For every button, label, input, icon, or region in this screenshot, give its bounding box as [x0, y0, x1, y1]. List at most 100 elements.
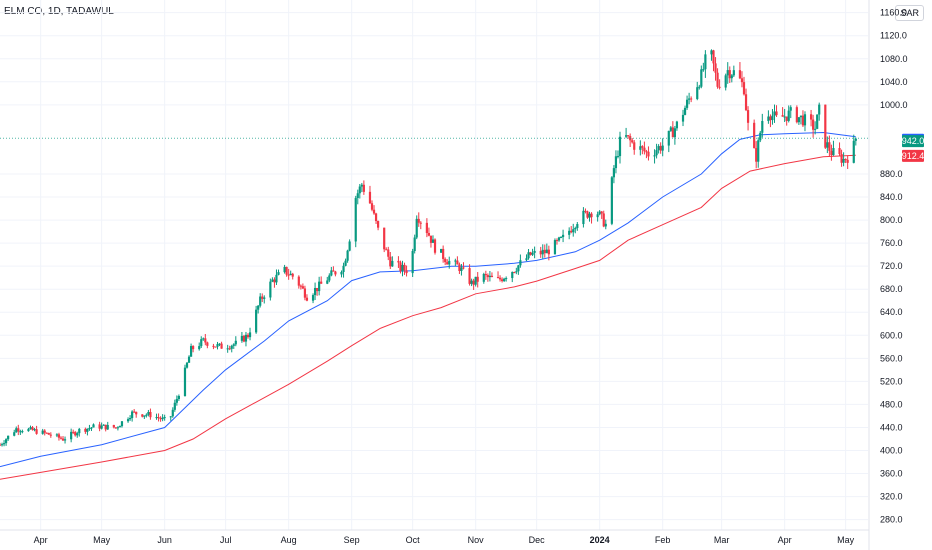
candle-body — [586, 211, 589, 218]
candle-body — [446, 262, 449, 265]
candle-body — [374, 213, 378, 222]
candle-body — [285, 266, 288, 275]
y-tick-label: 280.0 — [880, 515, 903, 525]
candle-body — [133, 411, 136, 413]
candle-body — [795, 107, 798, 123]
candle-body — [391, 260, 394, 267]
candle-body — [799, 115, 803, 118]
candle-body — [261, 296, 264, 299]
candle-body — [783, 116, 786, 118]
candle-body — [411, 251, 414, 274]
candle-body — [61, 438, 65, 441]
candle-body — [275, 274, 278, 283]
candle-body — [444, 258, 447, 263]
candle-body — [683, 107, 687, 115]
candle-body — [673, 128, 676, 138]
candle-body — [163, 417, 166, 419]
candle-body — [661, 145, 664, 151]
candle-body — [633, 142, 636, 150]
candle-body — [84, 428, 87, 432]
candle-body — [610, 177, 613, 224]
candle-body — [488, 275, 492, 278]
candle-body — [228, 348, 231, 350]
candle-body — [326, 280, 329, 284]
candle-body — [72, 431, 75, 433]
candle-body — [63, 439, 67, 441]
candle-body — [732, 70, 735, 76]
y-tick-label: 640.0 — [880, 307, 903, 317]
y-tick-label: 560.0 — [880, 353, 903, 363]
candle-body — [425, 222, 428, 234]
candle-body — [78, 428, 81, 434]
candle-body — [714, 63, 717, 73]
currency-badge[interactable]: SAR — [895, 5, 924, 21]
candle-body — [527, 252, 530, 259]
candle-body — [35, 429, 38, 434]
candle-body — [13, 432, 16, 436]
x-tick-label: Apr — [778, 535, 792, 545]
candle-body — [70, 431, 73, 440]
candle-body — [311, 295, 315, 301]
candle-body — [220, 343, 223, 349]
candle-body — [204, 338, 207, 343]
candle-body — [657, 146, 660, 151]
candle-body — [141, 414, 144, 417]
candle-body — [246, 334, 250, 338]
candle-body — [555, 240, 559, 242]
candle-body — [383, 227, 386, 250]
candle-body — [202, 338, 205, 340]
x-tick-label: Apr — [34, 535, 48, 545]
candle-body — [171, 409, 174, 417]
symbol-title: ELM CO, 1D, TADAWUL — [4, 6, 114, 17]
y-tick-label: 840.0 — [880, 192, 903, 202]
candle-body — [757, 140, 760, 162]
candle-body — [277, 272, 280, 275]
candle-body — [767, 116, 770, 121]
candle-body — [120, 421, 124, 427]
candle-body — [100, 425, 103, 429]
candle-body — [448, 260, 451, 265]
candle-body — [86, 428, 89, 432]
candle-body — [185, 362, 189, 368]
candle-body — [242, 335, 246, 342]
x-tick-label: Sep — [344, 535, 360, 545]
candle-body — [273, 279, 276, 283]
candle-body — [797, 117, 800, 123]
candle-body — [200, 339, 203, 347]
y-tick-label: 680.0 — [880, 284, 903, 294]
candle-body — [712, 50, 715, 64]
candle-body — [27, 428, 30, 432]
candle-body — [803, 114, 807, 126]
candle-body — [41, 430, 44, 434]
candle-body — [318, 281, 321, 292]
candle-body — [244, 334, 248, 342]
candle-body — [746, 110, 750, 123]
candle-body — [320, 281, 323, 284]
candle-body — [761, 120, 764, 133]
candle-body — [653, 155, 656, 157]
candle-body — [7, 435, 10, 440]
candle-body — [624, 135, 628, 137]
candle-body — [460, 267, 463, 271]
candle-body — [360, 184, 363, 187]
candle-body — [854, 138, 857, 141]
candle-body — [187, 356, 191, 363]
candle-body — [801, 115, 805, 126]
candle-body — [557, 237, 561, 241]
candle-body — [685, 99, 689, 108]
y-tick-label: 1040.0 — [880, 77, 908, 87]
y-tick-label: 1120.0 — [880, 31, 907, 41]
candle-body — [21, 431, 24, 433]
candle-body — [157, 417, 160, 419]
candle-body — [370, 203, 374, 210]
y-tick-label: 360.0 — [880, 469, 903, 479]
candle-body — [716, 72, 719, 87]
candle-body — [175, 399, 178, 403]
candle-body — [159, 418, 162, 420]
candle-body — [718, 86, 721, 88]
candle-body — [517, 265, 520, 272]
candle-body — [76, 433, 79, 436]
candle-body — [704, 54, 707, 70]
candle-body — [334, 271, 337, 275]
